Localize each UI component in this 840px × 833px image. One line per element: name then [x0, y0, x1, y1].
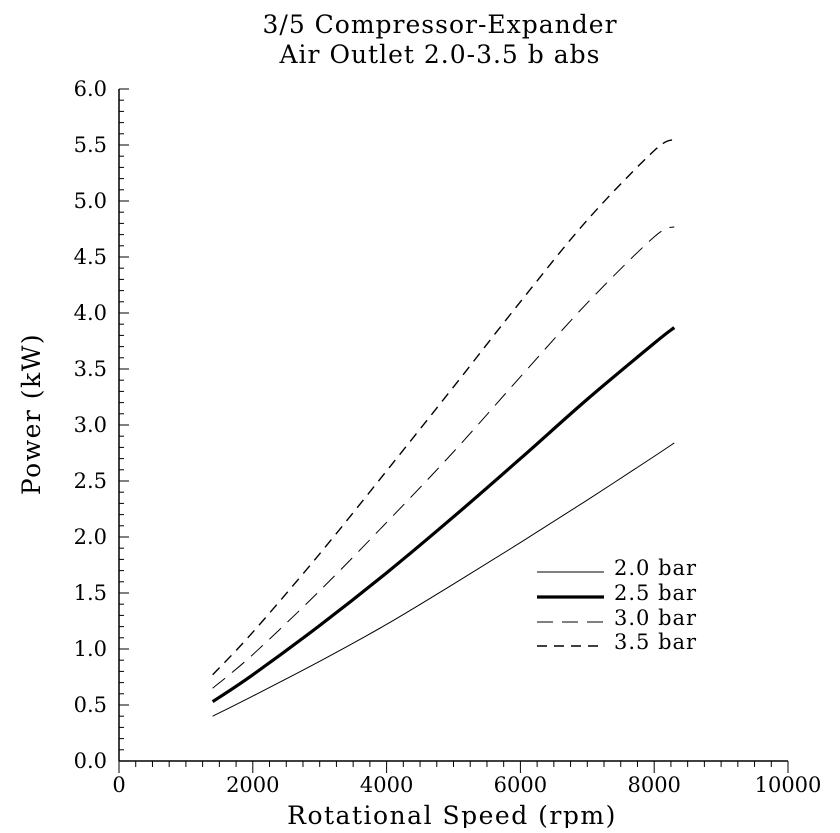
- series-line-2: [211, 326, 676, 703]
- legend-label: 2.5 bar: [614, 581, 697, 605]
- x-tick-label: 0: [112, 773, 125, 797]
- y-tick-label: 4.0: [74, 301, 107, 325]
- y-tick-label: 2.0: [74, 525, 107, 549]
- chart-title: 3/5 Compressor-Expander: [262, 10, 617, 39]
- y-tick-label: 0.0: [74, 749, 107, 773]
- legend-label: 2.0 bar: [614, 556, 697, 580]
- x-axis-title: Rotational Speed (rpm): [287, 801, 617, 828]
- y-tick-label: 6.0: [74, 77, 107, 101]
- y-tick-label: 2.5: [74, 469, 107, 493]
- x-tick-label: 6000: [494, 773, 547, 797]
- y-tick-label: 3.5: [74, 357, 107, 381]
- x-tick-label: 10000: [755, 773, 822, 797]
- y-tick-label: 0.5: [74, 693, 107, 717]
- y-tick-label: 5.5: [74, 133, 107, 157]
- chart-subtitle: Air Outlet 2.0-3.5 b abs: [279, 40, 601, 69]
- y-tick-label: 4.5: [74, 245, 107, 269]
- x-tick-label: 4000: [360, 773, 413, 797]
- series-lines: [211, 138, 676, 717]
- y-tick-label: 1.0: [74, 637, 107, 661]
- y-tick-label: 1.5: [74, 581, 107, 605]
- series-line-3: [212, 226, 675, 689]
- series-line-4: [212, 138, 675, 676]
- x-tick-label: 2000: [226, 773, 279, 797]
- series-line-1: [212, 442, 675, 717]
- y-axis-title: Power (kW): [17, 333, 46, 495]
- y-tick-label: 5.0: [74, 189, 107, 213]
- legend-label: 3.0 bar: [614, 606, 697, 630]
- x-tick-label: 8000: [627, 773, 680, 797]
- legend-label: 3.5 bar: [614, 630, 697, 654]
- y-tick-label: 3.0: [74, 413, 107, 437]
- axes: 0.0 0.5 1.0 1.5 2.0 2.5 3.0 3.5 4.0 4.5 5.0 5.5 6.0 0…: [74, 77, 822, 797]
